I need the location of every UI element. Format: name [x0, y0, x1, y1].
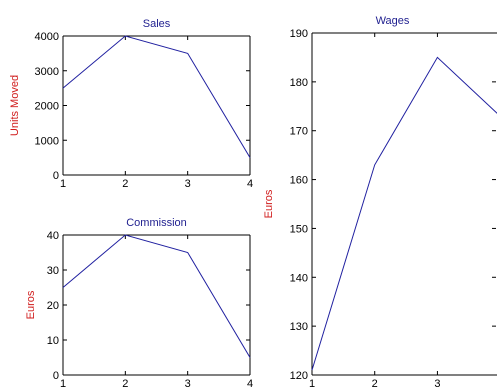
commission-xtick-label: 3	[185, 378, 191, 390]
commission-ytick-label: 10	[47, 335, 59, 347]
wages-ytick-label: 190	[290, 28, 308, 40]
wages-ytick-label: 140	[290, 272, 308, 284]
sales-ytick-label: 2000	[35, 101, 59, 113]
commission-xtick-label: 1	[60, 378, 66, 390]
sales-xtick-label: 1	[60, 178, 66, 190]
sales-series-line	[62, 35, 251, 158]
commission-xtick-label: 2	[122, 378, 128, 390]
commission-title: Commission	[126, 217, 187, 229]
wages-series-line	[311, 56, 497, 371]
sales-ylabel: Units Moved	[9, 75, 21, 136]
wages-title: Wages	[376, 15, 410, 27]
commission-ytick-label: 40	[47, 230, 59, 242]
commission-xtick-label: 4	[247, 378, 253, 390]
wages-ytick-label: 170	[290, 126, 308, 138]
sales-xtick-label: 4	[247, 178, 253, 190]
wages-ytick-label: 160	[290, 175, 308, 187]
commission-ytick-label: 0	[53, 370, 59, 382]
sales-ytick-label: 3000	[35, 66, 59, 78]
sales-xtick-label: 3	[185, 178, 191, 190]
wages-xtick-label: 3	[434, 378, 440, 390]
wages-xtick-label: 1	[309, 378, 315, 390]
wages-ytick-label: 150	[290, 223, 308, 235]
commission-panel: 0 10 20 30 40 1 2 3 4 Commission Euros	[25, 217, 253, 390]
wages-ylabel: Euros	[263, 189, 275, 218]
commission-ytick-label: 20	[47, 300, 59, 312]
wages-ytick-label: 130	[290, 321, 308, 333]
commission-ytick-label: 30	[47, 265, 59, 277]
sales-title: Sales	[143, 18, 171, 30]
sales-ytick-label: 4000	[35, 31, 59, 43]
sales-ytick-label: 1000	[35, 135, 59, 147]
wages-panel: 120 130 140 150 160 170 180 190 1 2 3 Wages Euros	[263, 15, 497, 390]
wages-ytick-label: 120	[290, 370, 308, 382]
sales-panel: 0 1000 2000 3000 4000 1 2 3 4 Sales Units Moved	[9, 18, 253, 190]
wages-xtick-label: 2	[372, 378, 378, 390]
wages-ytick-label: 180	[290, 77, 308, 89]
sales-xtick-label: 2	[122, 178, 128, 190]
commission-ylabel: Euros	[25, 290, 37, 319]
sales-ytick-label: 0	[53, 170, 59, 182]
commission-series-line	[62, 234, 251, 358]
